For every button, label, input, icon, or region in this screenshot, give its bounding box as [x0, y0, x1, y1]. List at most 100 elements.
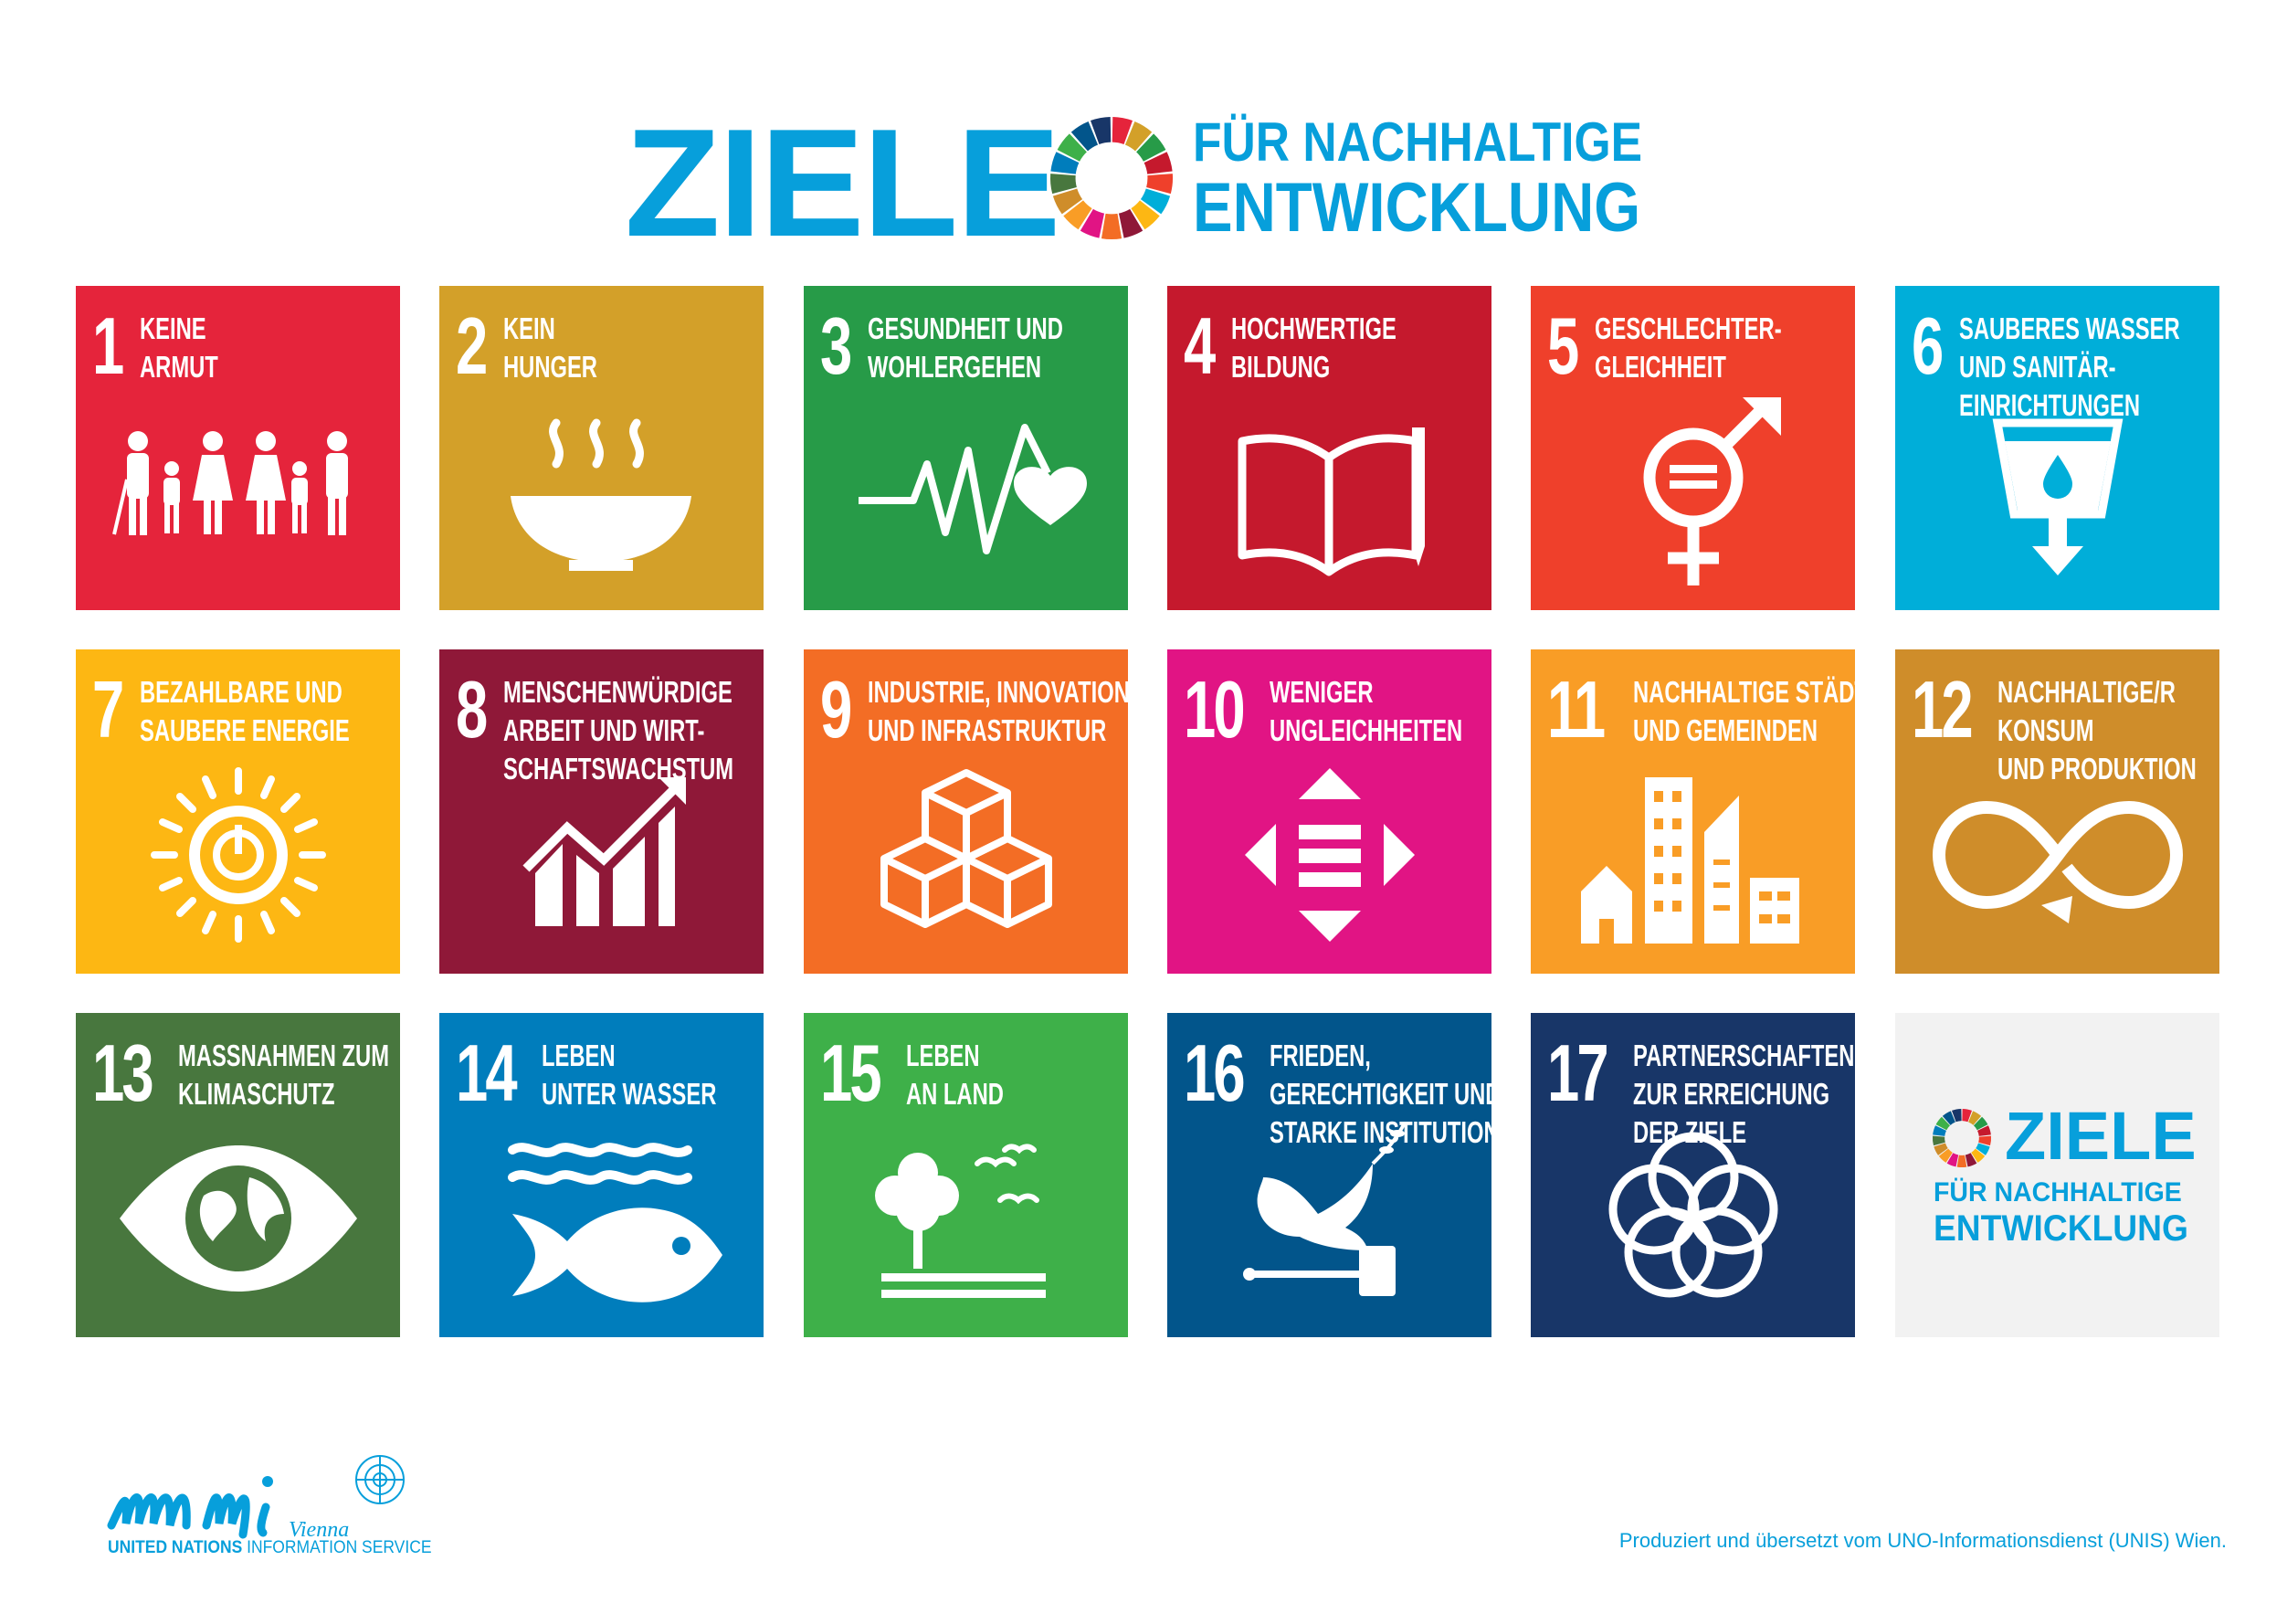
- goal-number: 1: [92, 301, 124, 391]
- svg-text:Vienna: Vienna: [289, 1518, 349, 1542]
- wheel-segment-7: [1971, 1148, 1986, 1163]
- wheel-segment-11: [1938, 1148, 1953, 1163]
- wheel-segment-5: [1146, 174, 1174, 195]
- goal-number: 11: [1547, 664, 1606, 754]
- wheel-segment-10: [1080, 208, 1105, 238]
- wheel-segment-13: [1049, 174, 1077, 195]
- goal-title: FRIEDEN, GERECHTIGKEIT UND STARKE INSTIT…: [1270, 1039, 1491, 1149]
- goal-title: GESUNDHEIT UND WOHLERGEHEN: [868, 311, 1063, 384]
- goal-title: LEBEN UNTER WASSER: [542, 1039, 717, 1111]
- goal-title: SAUBERES WASSER UND SANITÄR- EINRICHTUNG…: [1959, 311, 2180, 422]
- wheel-segment-17: [1951, 1108, 1962, 1123]
- goal-number: 14: [456, 1028, 518, 1118]
- wheel-segment-7: [1131, 200, 1160, 230]
- goal-title: HOCHWERTIGE BILDUNG: [1231, 311, 1396, 384]
- goal-tile-8[interactable]: 8 MENSCHENWÜRDIGE ARBEIT UND WIRT- SCHAF…: [439, 649, 764, 974]
- goal-number: 6: [1912, 301, 1944, 391]
- goal-title: GESCHLECHTER- GLEICHHEIT: [1595, 311, 1782, 384]
- dove-gavel-icon: [1243, 1122, 1407, 1296]
- wheel-segment-3: [1136, 133, 1166, 162]
- header-subtitle-line1: FÜR NACHHALTIGE: [1193, 111, 1643, 173]
- wheel-segment-1: [1962, 1108, 1973, 1123]
- eye-globe-icon: [120, 1145, 357, 1292]
- goal-number: 15: [820, 1028, 882, 1118]
- goal-number: 5: [1547, 301, 1579, 391]
- soup-bowl-icon: [511, 418, 691, 571]
- goal-tile-16[interactable]: 16 FRIEDEN, GERECHTIGKEIT UND STARKE INS…: [1167, 1013, 1491, 1337]
- infinity-icon: [1933, 800, 2183, 923]
- goal-tile-9[interactable]: 9 INDUSTRIE, INNOVATION UND INFRASTRUKTU…: [804, 649, 1128, 974]
- goal-title: WENIGER UNGLEICHHEITEN: [1270, 675, 1463, 747]
- wheel-segment-8: [1118, 208, 1144, 238]
- sdg-color-wheel-icon: [1932, 1108, 1992, 1168]
- goal-number: 3: [820, 301, 852, 391]
- credit-text: Produziert und übersetzt vom UNO-Informa…: [1618, 1529, 2227, 1552]
- goal-number: 17: [1547, 1028, 1609, 1118]
- org-name-bold: UNITED NATIONS: [108, 1538, 243, 1557]
- growth-chart-icon: [522, 777, 686, 926]
- wheel-segment-6: [1140, 188, 1171, 215]
- wheel-segment-4: [1977, 1125, 1991, 1136]
- wheel-segment-16: [1070, 121, 1099, 152]
- goal-number: 8: [456, 664, 488, 754]
- wheel-segment-8: [1965, 1153, 1977, 1167]
- wheel-segment-12: [1052, 188, 1083, 215]
- goal-tile-6[interactable]: 6 SAUBERES WASSER UND SANITÄR- EINRICHTU…: [1895, 286, 2219, 610]
- goal-title: MENSCHENWÜRDIGE ARBEIT UND WIRT- SCHAFTS…: [503, 675, 734, 786]
- goal-tile-15[interactable]: 15 LEBEN AN LAND: [804, 1013, 1128, 1337]
- header-title-ziele: ZIELE: [625, 97, 1060, 269]
- logo-tile-title: ZIELE: [2005, 1098, 2197, 1174]
- wheel-segment-9: [1101, 213, 1122, 240]
- goal-title: INDUSTRIE, INNOVATION UND INFRASTRUKTUR: [868, 675, 1128, 747]
- logo-tile-line2: ENTWICKLUNG: [1934, 1208, 2188, 1249]
- unis-org-name: UNITED NATIONS INFORMATION SERVICE: [108, 1538, 431, 1558]
- gender-equality-icon: [1643, 397, 1781, 585]
- goal-title: NACHHALTIGE STÄDTE UND GEMEINDEN: [1633, 675, 1855, 747]
- goal-title: KEIN HUNGER: [503, 311, 597, 384]
- goal-number: 16: [1184, 1028, 1246, 1118]
- wheel-segment-3: [1973, 1116, 1988, 1131]
- goal-title: NACHHALTIGE/R KONSUM UND PRODUKTION: [1997, 675, 2197, 786]
- city-icon: [1581, 777, 1799, 944]
- wheel-segment-12: [1934, 1143, 1948, 1155]
- heartbeat-icon: [859, 424, 1087, 554]
- goal-number: 2: [456, 301, 488, 391]
- cubes-icon: [880, 769, 1052, 928]
- header-subtitle-line2: ENTWICKLUNG: [1193, 169, 1641, 247]
- unis-vienna-logo: Vienna: [107, 1455, 405, 1542]
- goal-number: 9: [820, 664, 852, 754]
- wheel-segment-11: [1063, 200, 1092, 230]
- goal-tile-7[interactable]: 7 BEZAHLBARE UND SAUBERE ENERGIE: [76, 649, 400, 974]
- goal-title: BEZAHLBARE UND SAUBERE ENERGIE: [140, 675, 350, 747]
- fish-waves-icon: [508, 1143, 722, 1302]
- goal-tile-11[interactable]: 11 NACHHALTIGE STÄDTE UND GEMEINDEN: [1531, 649, 1855, 974]
- equal-arrows-icon: [1245, 768, 1415, 942]
- goal-tile-13[interactable]: 13 MASSNAHMEN ZUM KLIMASCHUTZ: [76, 1013, 400, 1337]
- goal-tile-3[interactable]: 3 GESUNDHEIT UND WOHLERGEHEN: [804, 286, 1128, 610]
- rings-icon: [1608, 1132, 1778, 1298]
- goal-tile-2[interactable]: 2 KEIN HUNGER: [439, 286, 764, 610]
- goal-tile-10[interactable]: 10 WENIGER UNGLEICHHEITEN: [1167, 649, 1491, 974]
- goal-tile-1[interactable]: 1 KEINE ARMUT: [76, 286, 400, 610]
- logo-tile-line1: FÜR NACHHALTIGE: [1934, 1177, 2182, 1207]
- book-pencil-icon: [1238, 427, 1425, 576]
- sdg-color-wheel-icon: [1049, 116, 1174, 240]
- goal-title: PARTNERSCHAFTEN ZUR ERREICHUNG DER ZIELE: [1633, 1039, 1855, 1149]
- goal-title: MASSNAHMEN ZUM KLIMASCHUTZ: [178, 1039, 389, 1111]
- wheel-segment-17: [1090, 116, 1112, 144]
- wheel-segment-2: [1124, 121, 1153, 152]
- goal-tile-17[interactable]: 17 PARTNERSCHAFTEN ZUR ERREICHUNG DER ZI…: [1531, 1013, 1855, 1337]
- family-icon: [112, 431, 348, 535]
- goal-tile-5[interactable]: 5 GESCHLECHTER- GLEICHHEIT: [1531, 286, 1855, 610]
- goal-title: KEINE ARMUT: [140, 311, 218, 384]
- goal-number: 10: [1184, 664, 1246, 754]
- goal-tile-12[interactable]: 12 NACHHALTIGE/R KONSUM UND PRODUKTION: [1895, 649, 2219, 974]
- goal-number: 12: [1912, 664, 1974, 754]
- sdg-logo-tile: ZIELE FÜR NACHHALTIGE ENTWICKLUNG: [1895, 1013, 2219, 1337]
- org-name-rest: INFORMATION SERVICE: [242, 1538, 432, 1557]
- goal-number: 7: [92, 664, 124, 754]
- goal-tile-14[interactable]: 14 LEBEN UNTER WASSER: [439, 1013, 764, 1337]
- wheel-segment-6: [1976, 1143, 1990, 1155]
- wheel-segment-5: [1978, 1135, 1992, 1146]
- goal-tile-4[interactable]: 4 HOCHWERTIGE BILDUNG: [1167, 286, 1491, 610]
